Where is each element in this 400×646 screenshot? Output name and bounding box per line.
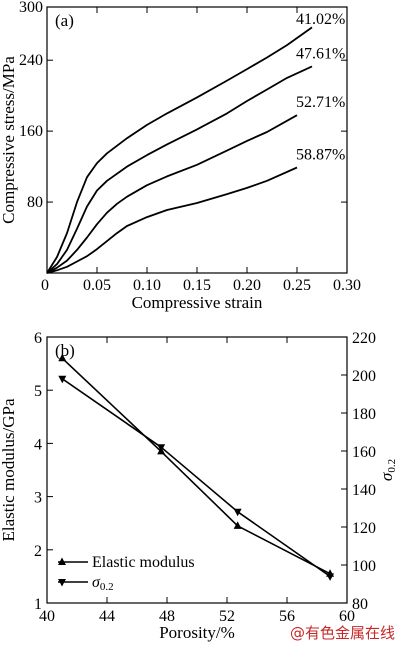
x-axis-label: Porosity/% (159, 623, 235, 642)
y-tick-label: 80 (27, 194, 43, 211)
marker-1-1 (157, 444, 166, 452)
origin-label: 0 (41, 277, 49, 294)
y-tick-label: 6 (34, 330, 42, 347)
series-line-0 (61, 357, 331, 575)
legend-marker-1 (58, 579, 66, 587)
x-tick-label: 0.15 (183, 277, 211, 294)
legend-marker-0 (58, 557, 66, 565)
y-tick-label: 1 (34, 596, 42, 613)
x-tick-label: 0.20 (233, 277, 261, 294)
series-label: 41.02% (296, 11, 345, 28)
y-tick-label: 5 (34, 383, 42, 400)
marker-0-2 (233, 521, 242, 529)
y-axis-label: Compressive stress/MPa (0, 56, 18, 224)
legend-label-0: Elastic modulus (92, 554, 195, 571)
y-axis-label: Elastic modulus/GPa (0, 398, 18, 542)
plot-frame-b (46, 336, 348, 604)
series-label: 47.61% (296, 45, 345, 62)
x-axis-label: Compressive strain (132, 293, 263, 312)
series-line-1 (61, 378, 331, 578)
x-tick-label: 44 (99, 608, 115, 625)
y2-tick-label: 80 (352, 596, 368, 613)
y-tick-label: 240 (19, 52, 43, 69)
marker-0-0 (58, 353, 67, 362)
series-line-0 (46, 26, 313, 274)
marker-1-3 (326, 573, 335, 581)
x-tick-label: 0.10 (133, 277, 161, 294)
y2-axis-label: σ0.2 (377, 459, 398, 481)
x-tick-label: 40 (39, 608, 55, 625)
x-tick-label: 0.25 (283, 277, 311, 294)
y-tick-label: 300 (19, 0, 43, 16)
x-tick-label: 48 (159, 608, 175, 625)
y2-tick-label: 180 (352, 406, 376, 423)
y-tick-label: 2 (34, 543, 42, 560)
panel-a-stress-strain: 0.05 0.10 0.15 0.20 0.25 0.30 0 80 160 240 300 Comp… (0, 0, 361, 312)
y2-tick-label: 140 (352, 482, 376, 499)
x-tick-label: 0.05 (83, 277, 111, 294)
y2-tick-label: 160 (352, 444, 376, 461)
legend-label-1: σ0.2 (92, 574, 114, 593)
series-line-2 (46, 114, 298, 274)
panel-b-porosity: 40 44 48 52 56 601234568010012014016018020022… (0, 330, 398, 642)
panel-label-a: (a) (55, 11, 74, 30)
x-tick-label: 56 (279, 608, 295, 625)
x-tick-label: 0.30 (333, 277, 361, 294)
series-line-1 (46, 65, 313, 274)
y-tick-label: 4 (34, 436, 42, 453)
y2-tick-label: 220 (352, 330, 376, 347)
series-label: 58.87% (296, 146, 345, 163)
y-tick-label: 3 (34, 490, 42, 507)
series-line-3 (46, 166, 298, 274)
x-tick-label: 60 (339, 608, 355, 625)
y-tick-label: 160 (19, 123, 43, 140)
watermark-text: @有色金属在线 (290, 624, 395, 642)
panel-label-b: (b) (55, 341, 75, 360)
y2-tick-label: 120 (352, 520, 376, 537)
y2-tick-label: 100 (352, 558, 376, 575)
marker-1-0 (58, 375, 67, 384)
marker-1-2 (233, 508, 242, 517)
series-label: 52.71% (296, 94, 345, 111)
x-tick-label: 52 (219, 608, 235, 625)
y2-tick-label: 200 (352, 368, 376, 385)
